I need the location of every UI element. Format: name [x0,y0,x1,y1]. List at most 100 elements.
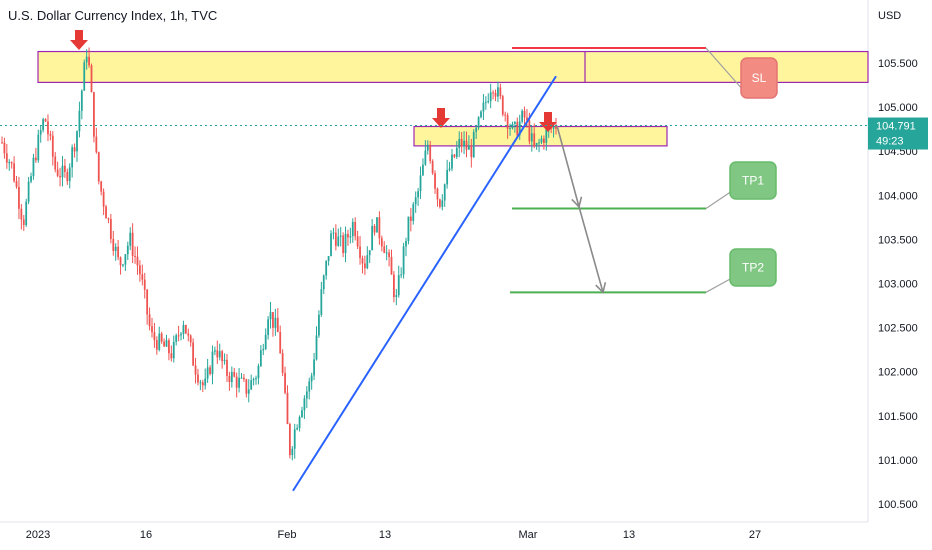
candle-body [380,238,383,247]
candle-body [448,168,451,170]
candle-body [434,173,436,189]
x-tick-label: 13 [379,529,391,541]
candle-body [117,246,120,258]
candle-body [59,175,61,178]
candle-body [15,181,18,187]
candle-body [97,152,100,182]
down-arrow-marker-icon [539,122,557,132]
candle-body [165,340,168,347]
candle-body [320,289,323,315]
callout-tp2[interactable] [729,248,777,287]
candle-body [446,169,449,185]
candle-body [526,117,528,121]
candle-body [482,102,485,112]
candle-body [37,134,40,161]
candle-body [10,162,13,164]
candle-body [460,138,463,147]
candle-body [274,317,277,328]
down-arrow-marker-icon [432,118,450,128]
candle-body [102,191,105,207]
candle-body [267,319,270,335]
candle-body [284,372,286,393]
candle-body [83,62,86,91]
candle-body [332,232,335,234]
candle-body [264,334,267,350]
candle-body [327,256,330,261]
y-tick-label: 103.500 [878,234,918,246]
candle-body [151,326,153,333]
candle-body [356,236,359,247]
candle-body [501,96,504,115]
down-arrow-marker-icon [437,108,445,118]
candle-body [441,200,444,207]
candle-body [90,65,93,93]
candle-body [528,120,531,142]
candle-body [535,143,538,147]
candle-body [22,219,25,226]
candle-body [330,233,332,257]
candle-body [279,332,282,354]
projection-arrows[interactable] [556,125,607,294]
trade-levels[interactable]: SL TP1 TP2 [510,47,778,294]
candle-body [78,110,81,132]
candle-body [475,127,478,132]
candle-body [122,264,124,266]
supply-zones[interactable] [37,50,869,147]
candle-body [366,255,369,269]
candle-body [429,144,432,162]
ascending-trendline[interactable] [292,75,557,492]
candle-body [378,217,381,239]
candle-body [492,92,495,94]
candle-body [61,165,64,178]
candle-body [153,332,156,341]
callout-sl[interactable] [740,57,778,99]
candle-body [347,233,349,238]
candle-body [197,374,199,383]
candle-body [426,144,429,151]
candle-body [168,340,170,354]
candle-body [325,260,328,276]
candle-body [395,295,398,297]
candle-body [272,312,274,328]
candle-body [155,340,158,350]
candle-body [361,258,364,264]
candle-body [204,378,207,386]
candle-body [521,110,524,122]
candle-body [443,184,446,201]
y-tick-label: 100.500 [878,499,918,511]
candle-body [114,246,117,251]
candle-body [516,121,519,136]
candle-body [494,92,497,97]
candle-body [489,92,492,102]
candle-body [240,377,243,379]
candle-body [513,121,516,124]
candle-body [34,157,37,161]
callout-tp1[interactable] [729,161,777,200]
candle-body [470,145,473,158]
candle-body [504,114,507,116]
candle-body [243,377,245,380]
candle-body [47,121,49,135]
candle-body [480,111,482,118]
supply-zone[interactable] [37,50,869,84]
candle-body [252,379,255,381]
candle-body [73,147,76,152]
candle-body [509,128,511,130]
candle-body [221,351,224,362]
candle-body [310,375,313,382]
candle-body [458,138,461,148]
candle-body [233,372,236,377]
y-tick-label: 105.500 [878,58,918,70]
y-tick-label: 102.000 [878,367,918,379]
candle-body [455,147,458,157]
candle-body [182,324,185,334]
supply-zone[interactable] [413,125,668,147]
candle-body [211,351,214,375]
callout-connector [705,277,733,293]
candle-body [376,217,378,233]
candle-body [66,172,69,182]
candle-body [20,208,23,220]
candle-body [180,333,182,336]
candle-body [158,333,161,350]
